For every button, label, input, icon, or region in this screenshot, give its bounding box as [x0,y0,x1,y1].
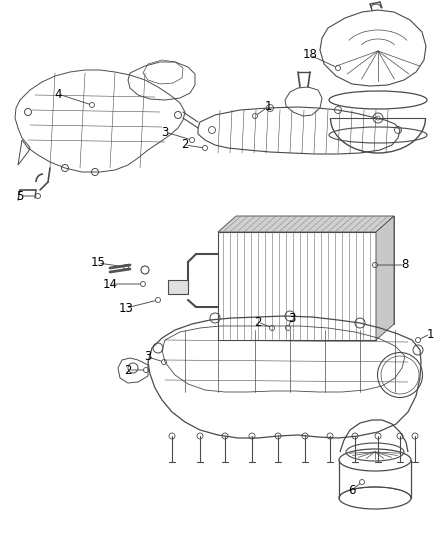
Text: 5: 5 [16,190,24,203]
Text: 4: 4 [54,87,62,101]
Polygon shape [236,216,394,324]
Text: 18: 18 [303,49,318,61]
Text: 2: 2 [124,364,132,376]
Polygon shape [218,216,394,232]
Text: 8: 8 [401,259,409,271]
Text: 1: 1 [264,101,272,114]
Text: 2: 2 [254,316,262,328]
Text: 6: 6 [348,483,356,497]
Polygon shape [218,232,376,340]
Polygon shape [168,280,188,294]
Text: 13: 13 [119,302,134,314]
Text: 3: 3 [144,351,152,364]
Text: 15: 15 [91,256,106,270]
Text: 3: 3 [288,311,296,325]
Text: 1: 1 [426,327,434,341]
Text: 3: 3 [161,125,169,139]
Text: 14: 14 [102,278,117,290]
Polygon shape [376,216,394,340]
Text: 2: 2 [181,139,189,151]
